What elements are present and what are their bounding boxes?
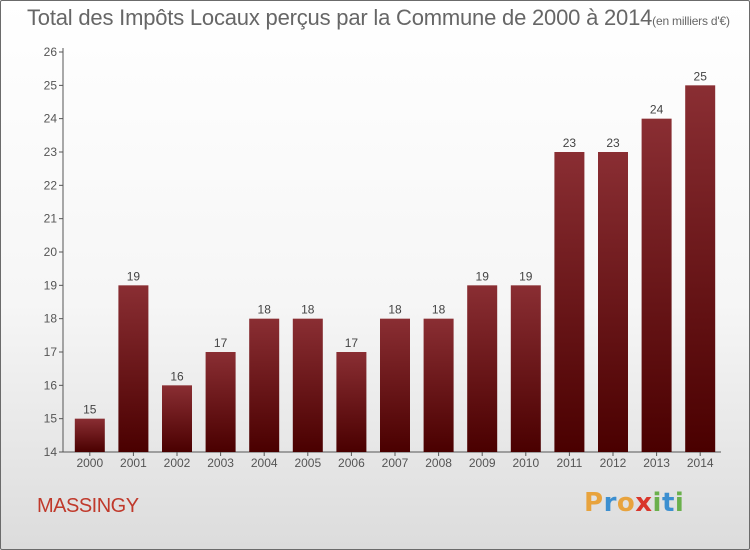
x-tick-label: 2013 [643,456,670,470]
bar-value-label: 24 [650,103,664,117]
commune-name: MASSINGY [37,495,139,517]
bar [249,318,280,452]
bar-value-label: 19 [476,269,490,283]
bar-value-label: 15 [83,403,97,417]
bar [554,152,585,452]
x-tick-label: 2014 [687,456,714,470]
y-tick-label: 15 [44,412,58,426]
y-tick-label: 21 [44,212,58,226]
x-tick-label: 2012 [600,456,627,470]
bar [467,285,498,452]
bar-value-label: 18 [432,303,446,317]
logo-letter: r [603,488,617,518]
x-tick-label: 2007 [382,456,409,470]
bar [380,318,410,452]
bar-value-label: 23 [563,136,577,150]
y-tick-label: 22 [44,178,58,192]
bar [162,385,192,452]
logo-letter: i [652,488,662,518]
chart-unit-note: (en milliers d'€) [652,14,730,28]
x-tick-label: 2003 [207,456,234,470]
chart-title-text: Total des Impôts Locaux perçus par la Co… [27,5,653,30]
bar-value-label: 23 [606,136,620,150]
y-tick-label: 19 [44,278,58,292]
x-tick-label: 2008 [425,456,452,470]
x-tick-label: 2010 [512,456,539,470]
bar [423,318,454,452]
x-tick-label: 2009 [469,456,496,470]
x-tick-label: 2011 [556,456,582,470]
x-tick-label: 2001 [120,456,147,470]
bar [598,152,628,452]
proxiti-logo: Proxiti [584,488,684,518]
logo-letter: o [616,488,636,518]
y-tick-label: 16 [44,378,58,392]
y-tick-label: 23 [44,145,58,159]
x-tick-label: 2006 [338,456,365,470]
bar-value-label: 17 [214,336,228,350]
bar [118,285,149,452]
x-tick-label: 2000 [76,456,103,470]
bar-value-label: 25 [694,69,708,83]
logo-letter: P [584,488,604,518]
bar-value-label: 19 [127,269,141,283]
y-tick-label: 14 [44,445,58,459]
bar-value-label: 17 [345,336,359,350]
y-tick-label: 25 [44,78,58,92]
x-tick-label: 2002 [164,456,191,470]
y-tick-label: 24 [44,112,58,126]
bar-value-label: 19 [519,269,533,283]
bar [74,418,105,452]
bar-value-label: 18 [258,303,272,317]
x-tick-label: 2005 [294,456,321,470]
bar [292,318,323,452]
bar [641,118,672,453]
bar-value-label: 18 [301,303,315,317]
bar [205,352,236,452]
bar-value-label: 16 [170,369,184,383]
bar-value-label: 18 [388,303,402,317]
y-tick-label: 18 [44,312,58,326]
logo-letter: i [674,488,685,518]
bar [510,285,541,452]
chart-title: Total des Impôts Locaux perçus par la Co… [27,5,730,31]
y-tick-label: 20 [44,245,58,259]
logo-letter: x [635,488,653,518]
x-tick-label: 2004 [251,456,278,470]
y-tick-label: 17 [44,345,58,359]
logo-letter: t [661,488,675,518]
y-tick-label: 26 [44,45,58,59]
bar [685,85,716,452]
bar [336,352,367,452]
